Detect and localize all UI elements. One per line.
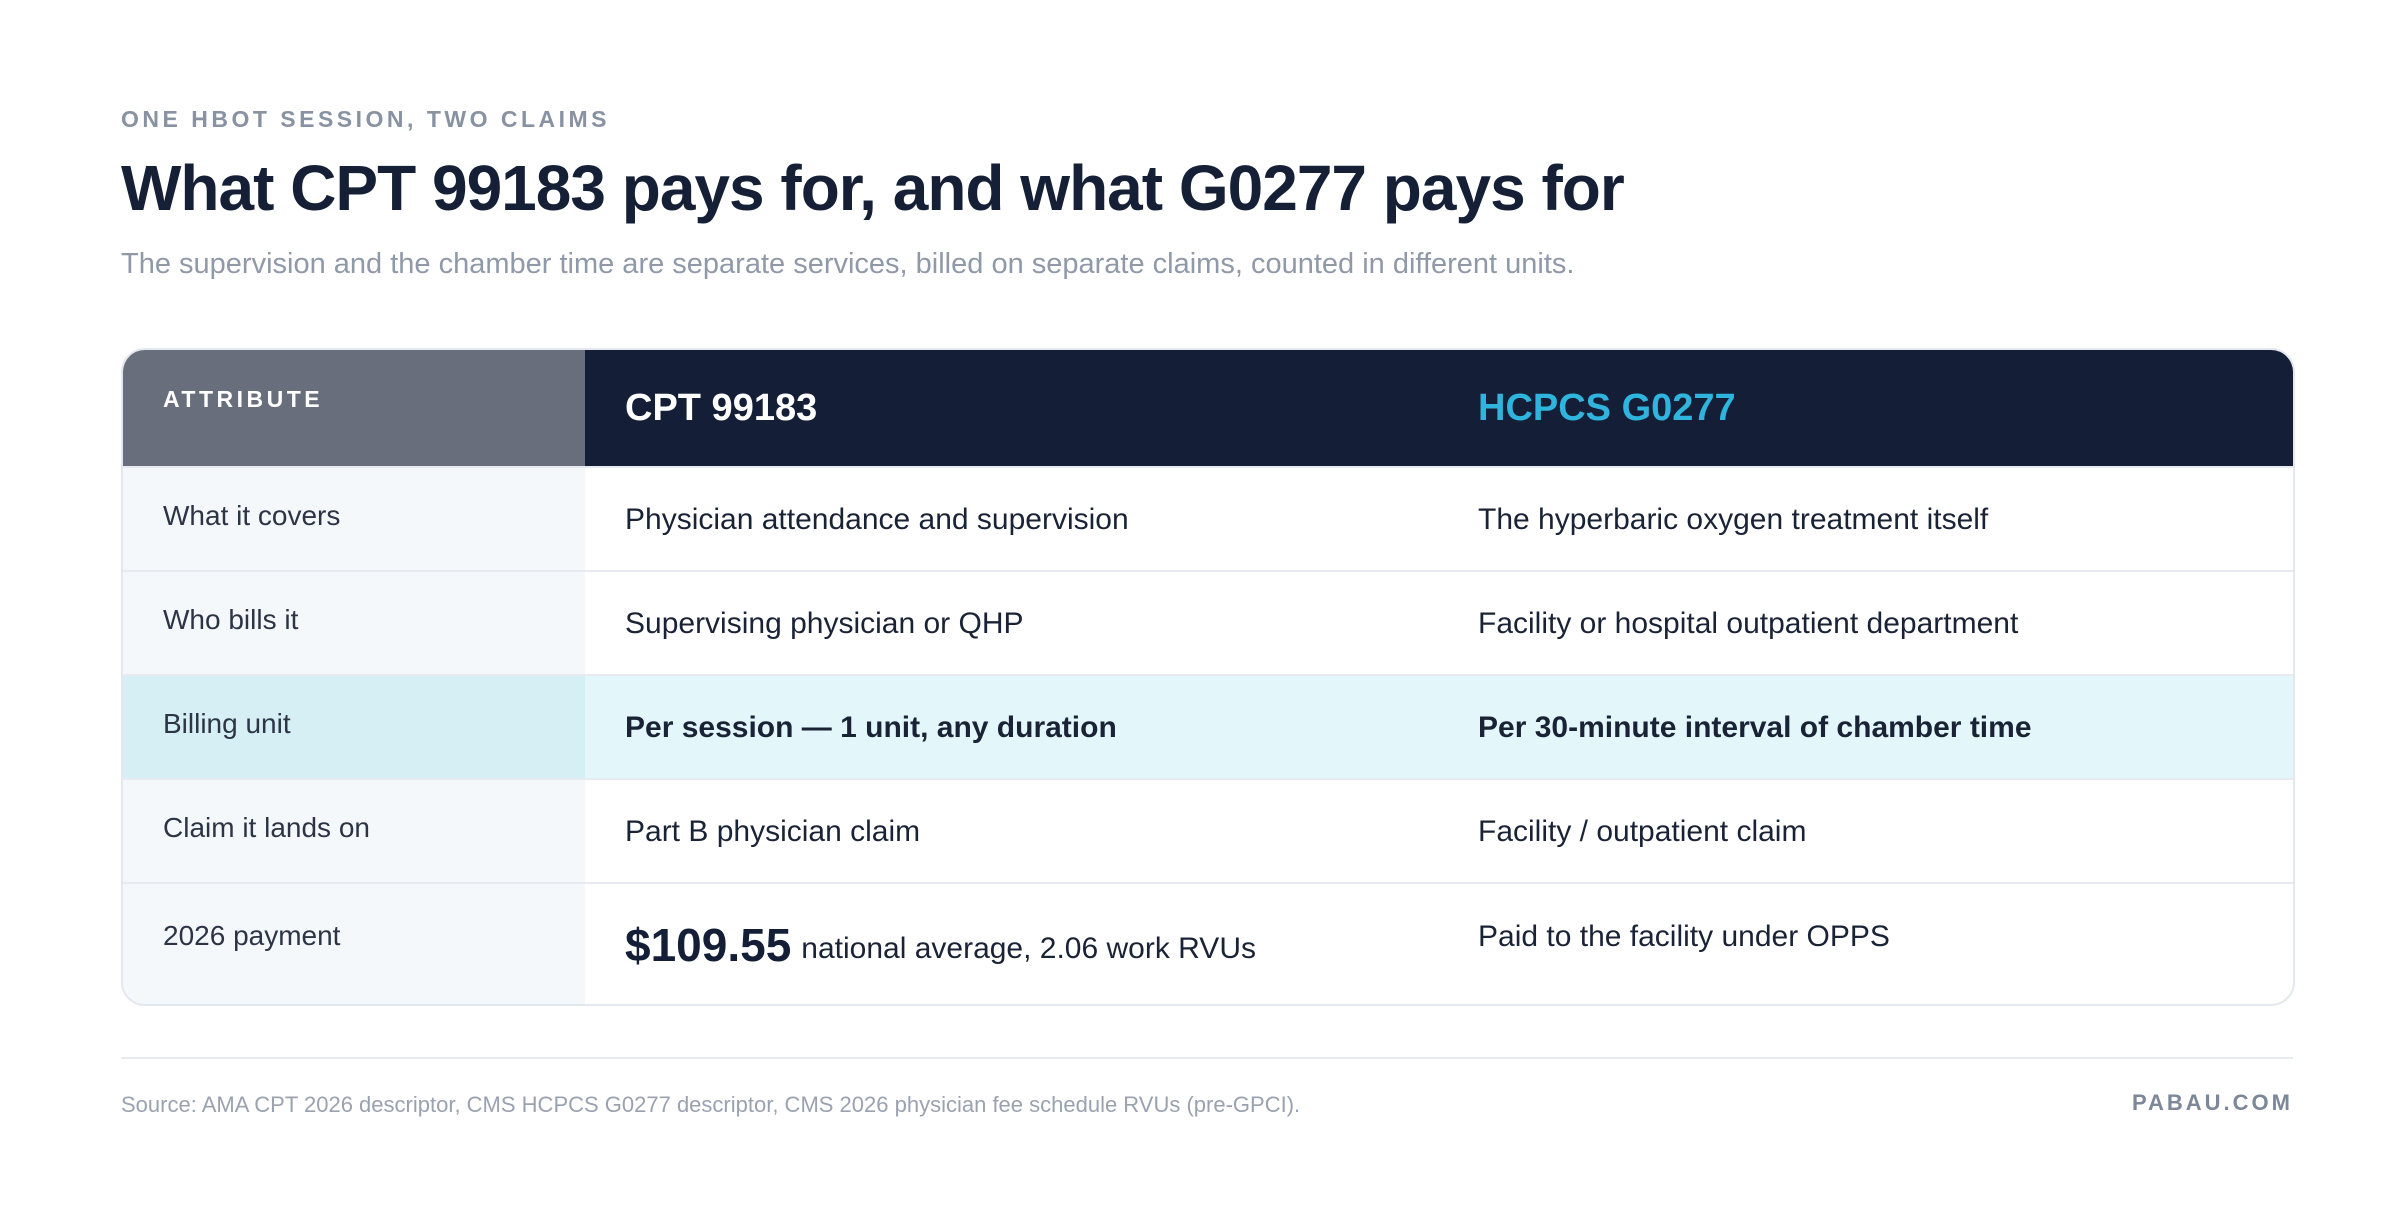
- cpt-cell: Part B physician claim: [625, 815, 921, 848]
- footer-divider: [121, 1057, 2293, 1059]
- row-label: Who bills it: [123, 572, 585, 676]
- page-title: What CPT 99183 pays for, and what G0277 …: [121, 152, 1625, 224]
- table-row: Claim it lands on Part B physician claim…: [123, 778, 2293, 884]
- table-row: Who bills it Supervising physician or QH…: [123, 570, 2293, 676]
- table-row: What it covers Physician attendance and …: [123, 466, 2293, 572]
- page: ONE HBOT SESSION, TWO CLAIMS What CPT 99…: [121, 0, 2295, 1224]
- g0277-cell: Per 30-minute interval of chamber time: [1438, 676, 2293, 780]
- eyebrow: ONE HBOT SESSION, TWO CLAIMS: [121, 106, 611, 132]
- cpt-payment-cell: $109.55 national average, 2.06 work RVUs: [585, 884, 1438, 1004]
- header-cpt-99183: CPT 99183: [585, 350, 1438, 466]
- table-header-row: ATTRIBUTE CPT 99183 HCPCS G0277: [123, 350, 2293, 466]
- g0277-cell: Facility / outpatient claim: [1478, 815, 1807, 848]
- cpt-cell: Supervising physician or QHP: [625, 607, 1024, 640]
- header-hcpcs-g0277: HCPCS G0277: [1438, 350, 2293, 466]
- row-label: Claim it lands on: [123, 780, 585, 884]
- cpt-cell: Per session — 1 unit, any duration: [585, 676, 1438, 780]
- header-attribute: ATTRIBUTE: [123, 350, 585, 466]
- g0277-cell: The hyperbaric oxygen treatment itself: [1478, 503, 1989, 536]
- page-subtitle: The supervision and the chamber time are…: [121, 248, 1575, 280]
- row-label: 2026 payment: [123, 884, 585, 1004]
- g0277-cell: Facility or hospital outpatient departme…: [1478, 607, 2019, 640]
- brand-mark: PABAU.COM: [2131, 1090, 2293, 1115]
- table-row-payment: 2026 payment $109.55 national average, 2…: [123, 882, 2293, 1004]
- row-label: Billing unit: [123, 676, 585, 780]
- payment-amount: $109.55: [625, 919, 792, 971]
- g0277-payment-cell: Paid to the facility under OPPS: [1478, 920, 1890, 953]
- row-label: What it covers: [123, 468, 585, 572]
- cpt-cell: Physician attendance and supervision: [625, 503, 1129, 536]
- source-note: Source: AMA CPT 2026 descriptor, CMS HCP…: [121, 1092, 1301, 1117]
- payment-note: national average, 2.06 work RVUs: [801, 932, 1256, 965]
- comparison-table: ATTRIBUTE CPT 99183 HCPCS G0277 What it …: [121, 348, 2295, 1006]
- table-row-highlighted: Billing unit Per session — 1 unit, any d…: [123, 674, 2293, 780]
